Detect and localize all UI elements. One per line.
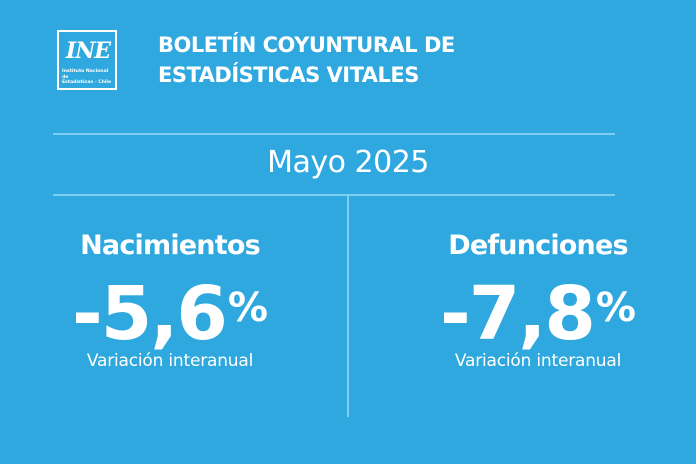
divider-bottom xyxy=(53,194,615,196)
stat-caption: Variación interanual xyxy=(454,351,622,371)
divider-top xyxy=(53,133,615,135)
logo-subtitle-line2: Estadísticas - Chile xyxy=(62,80,112,85)
ine-logo: INE Instituto Nacional de Estadísticas -… xyxy=(57,30,117,90)
stat-unit: % xyxy=(595,285,636,331)
page-title-line2: ESTADÍSTICAS VITALES xyxy=(158,63,419,87)
stat-caption: Variación interanual xyxy=(86,351,254,371)
divider-vertical xyxy=(347,195,349,417)
logo-subtitle-line1: Instituto Nacional de xyxy=(62,69,109,80)
stat-label: Defunciones xyxy=(448,230,628,261)
page-title: BOLETÍN COYUNTURAL DE ESTADÍSTICAS VITAL… xyxy=(158,30,455,90)
stat-number: -7,8 xyxy=(440,271,596,357)
stat-number: -5,6 xyxy=(72,271,228,357)
stat-label: Nacimientos xyxy=(80,230,261,261)
stat-value: -5,6% xyxy=(40,268,300,354)
stat-unit: % xyxy=(227,285,268,331)
period-label: Mayo 2025 xyxy=(267,145,429,180)
stat-value: -7,8% xyxy=(408,268,668,354)
stat-defunciones: Defunciones -7,8% Variación interanual xyxy=(408,228,668,372)
ine-logo-mark: INE xyxy=(65,38,111,64)
ine-logo-subtitle: Instituto Nacional de Estadísticas - Chi… xyxy=(62,69,116,86)
stat-nacimientos: Nacimientos -5,6% Variación interanual xyxy=(40,228,300,372)
page-title-line1: BOLETÍN COYUNTURAL DE xyxy=(158,33,455,57)
